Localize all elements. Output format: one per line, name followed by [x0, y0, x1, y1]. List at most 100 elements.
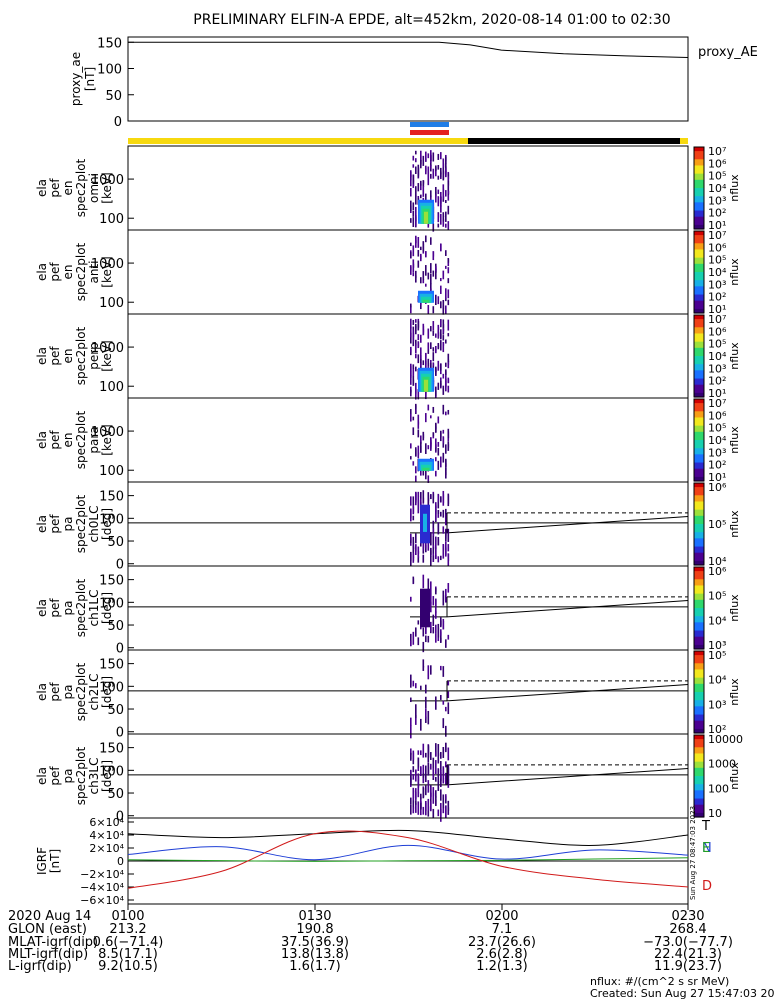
spectrogram-pixel: [417, 237, 420, 248]
colorbar-tick-label: 10⁴: [708, 266, 727, 279]
pa-pixel: [440, 629, 442, 636]
colorbar-segment: [694, 468, 704, 472]
pa-pixel: [425, 696, 427, 709]
spectrogram-pixel: [410, 318, 412, 329]
colorbar-segment: [694, 411, 704, 414]
pa-pixel: [410, 633, 412, 647]
colorbar-segment: [694, 339, 704, 343]
colorbar-segment: [694, 214, 704, 218]
colorbar-segment: [694, 185, 704, 189]
panel-y-label-line: omni: [87, 173, 101, 203]
spectrogram-pixel: [417, 342, 420, 349]
colorbar-segment: [694, 710, 704, 714]
spectrogram-pixel: [412, 210, 415, 217]
colorbar-segment: [694, 601, 704, 605]
energy-tick-label: 1000: [91, 257, 124, 272]
pa-pixel: [432, 535, 435, 549]
pa-pixel: [410, 769, 412, 775]
igrf-side-note: Sun Aug 27 08:47:03 2023: [689, 806, 697, 900]
proxy-ae-panel: 150 100 50 0 proxy_ae [nT] proxy_AE: [69, 36, 758, 130]
colorbar-segment: [694, 800, 704, 804]
spectrogram-pixel: [415, 326, 417, 331]
panel-y-label-line: para: [87, 426, 101, 453]
pa-pixel: [445, 772, 447, 785]
spectrogram-pixel: [435, 168, 437, 177]
colorbar-segment: [694, 452, 704, 455]
pa-pixel: [422, 764, 425, 771]
colorbar-segment: [694, 671, 704, 675]
spectrogram-pixel: [427, 174, 430, 186]
spectrogram-pixel: [412, 263, 415, 273]
panel-y-label-line: pa: [61, 769, 75, 784]
colorbar-segment: [694, 470, 704, 474]
panel-y-label-line: ela: [35, 263, 49, 281]
panel-y-label-line: anti: [87, 261, 101, 284]
colorbar-segment: [694, 425, 704, 429]
colorbar-segment: [694, 183, 704, 187]
spectrogram-pixel: [412, 329, 415, 337]
colorbar-segment: [694, 321, 704, 324]
pa-pixel: [417, 496, 420, 509]
pa-pixel: [435, 502, 437, 509]
colorbar-segment: [694, 702, 704, 705]
spectrogram-pixel: [430, 263, 432, 274]
colorbar-segment: [694, 765, 704, 769]
spectrogram-pixel: [447, 205, 450, 215]
colorbar-segment: [694, 401, 704, 404]
colorbar-segment: [694, 739, 704, 742]
colorbar-segment: [694, 802, 704, 806]
spectrogram-pixel: [445, 265, 447, 269]
pa-pixel: [445, 588, 447, 603]
colorbar-segment: [694, 528, 704, 531]
spectrogram-pixel: [432, 251, 435, 257]
spectrogram-pixel: [420, 363, 422, 370]
pa-pixel: [417, 637, 420, 646]
colorbar-segment: [694, 382, 704, 386]
colorbar-segment: [694, 583, 704, 587]
spectrogram-pixel: [445, 297, 447, 302]
colorbar-frame: [693, 398, 705, 482]
spectrogram-pixel: [437, 460, 440, 470]
pa-pixel: [432, 545, 435, 550]
colorbar-segment: [694, 233, 704, 236]
colorbar-segment: [694, 181, 704, 185]
igrf-tick-label: 2×10⁴: [89, 842, 124, 855]
colorbar-segment: [694, 413, 704, 416]
colorbar-segment: [694, 159, 704, 162]
pa-pixel: [425, 716, 427, 723]
footer-value: 9.2(10.5): [98, 959, 158, 974]
spectrogram-pixel: [425, 158, 427, 162]
pa-pixel: [430, 763, 432, 770]
spectrogram-pixel: [440, 277, 442, 282]
igrf-series-label-E: E: [702, 841, 710, 856]
colorbar-segment: [694, 741, 704, 744]
pa-pixel: [410, 496, 412, 506]
proxy-ae-y-label-line: proxy_ae: [69, 52, 83, 106]
spectrogram-pixel: [427, 475, 430, 483]
spectrogram-pixel: [445, 305, 447, 315]
spectrogram-pixel: [435, 426, 437, 432]
spectrogram-pixel: [415, 366, 417, 372]
colorbar-segment: [694, 743, 704, 746]
igrf-line-T: [127, 829, 689, 846]
colorbar-tick-label: 10⁵: [708, 254, 726, 267]
colorbar-tick-label: 10⁴: [708, 614, 727, 627]
spectrogram-pixel: [412, 183, 415, 188]
spectrogram-pixel: [430, 164, 432, 169]
colorbar-segment: [694, 581, 704, 584]
spectrogram-pixel: [447, 353, 450, 363]
colorbar-segment: [694, 485, 704, 488]
spectrogram-pixel: [440, 432, 442, 438]
colorbar-segment: [694, 308, 704, 312]
pa-pixel: [442, 526, 445, 534]
pa-pixel: [445, 508, 447, 515]
pa-pixel: [442, 544, 445, 559]
pa-pixel: [430, 752, 432, 760]
pa-pixel: [420, 750, 422, 756]
spectrogram-pixel: [410, 409, 412, 415]
spectrogram-pixel: [417, 414, 420, 425]
footer-value: 23.7(26.6): [468, 935, 536, 950]
panel-y-label-line: spec2plot: [74, 662, 88, 721]
spectrogram-pixel: [415, 158, 417, 163]
